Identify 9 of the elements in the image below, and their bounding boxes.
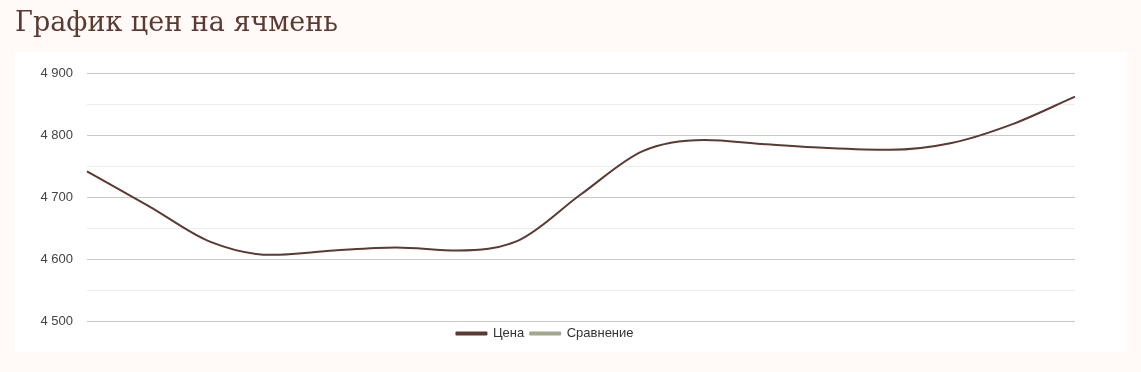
line-series	[86, 95, 1076, 256]
y-tick-label: 4 600	[40, 250, 73, 266]
y-tick-label: 4 500	[40, 312, 73, 328]
y-tick-label: 4 800	[40, 127, 73, 143]
legend-label: Цена	[492, 325, 525, 341]
chart-title: График цен на ячмень	[15, 6, 338, 37]
y-tick-label: 4 700	[40, 188, 73, 204]
legend-label: Сравнение	[566, 325, 634, 341]
y-tick-label: 4 900	[40, 65, 73, 81]
